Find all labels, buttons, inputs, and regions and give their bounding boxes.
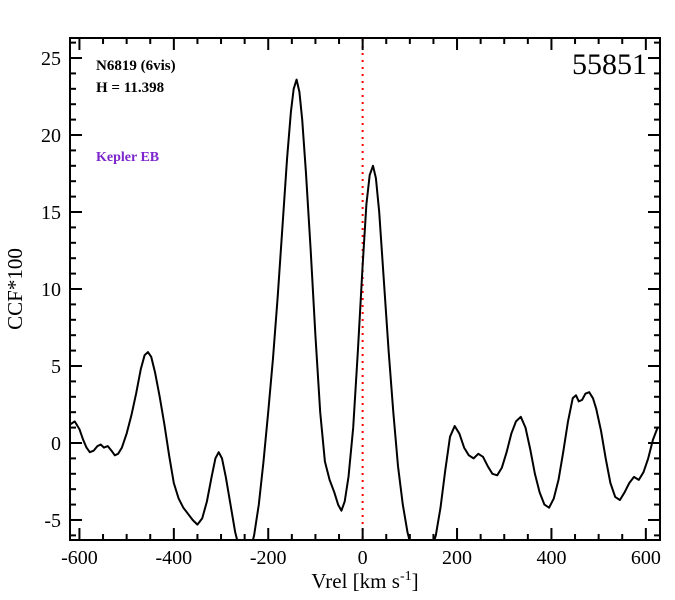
classification-label: Kepler EB [96,150,160,165]
svg-text:-400: -400 [156,547,193,569]
svg-text:10: 10 [41,279,61,301]
svg-text:20: 20 [41,125,61,147]
svg-text:0: 0 [51,433,61,455]
ccf-curve [70,78,659,540]
axis-ticks [70,38,660,540]
x-axis-label: Vrel [km s-1] [311,569,418,593]
svg-text:5: 5 [51,356,61,378]
svg-text:-5: -5 [44,510,61,532]
magnitude-label: H = 11.398 [96,80,165,96]
svg-text:-200: -200 [250,547,287,569]
cluster-label: N6819 (6vis) [96,58,176,74]
svg-text:400: 400 [536,547,566,569]
svg-text:25: 25 [41,48,61,70]
y-axis-label: CCF*100 [3,248,27,330]
axis-tick-labels: -600 -400 -200 0 200 400 600 -5 0 5 10 15 20 25 [41,48,661,569]
plot-frame [69,37,661,541]
mjd-label: 55851 [572,48,647,81]
svg-text:600: 600 [631,547,661,569]
svg-text:15: 15 [41,202,61,224]
svg-text:200: 200 [442,547,472,569]
svg-text:-600: -600 [61,547,98,569]
svg-text:0: 0 [358,547,368,569]
